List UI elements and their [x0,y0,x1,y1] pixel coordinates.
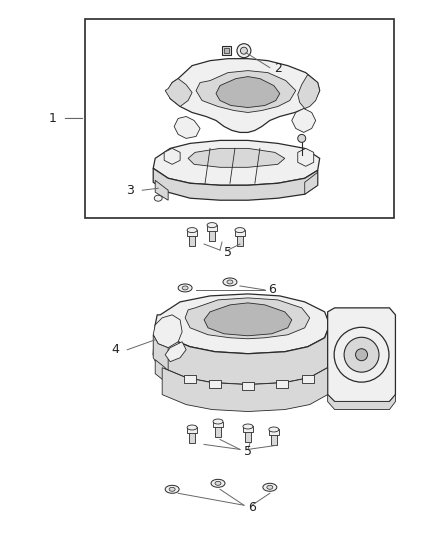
Polygon shape [189,432,195,443]
Polygon shape [305,172,318,194]
Polygon shape [328,308,396,401]
Ellipse shape [223,278,237,286]
Polygon shape [276,379,288,387]
Ellipse shape [298,134,306,142]
Polygon shape [165,342,186,362]
Polygon shape [215,425,221,438]
Text: 6: 6 [248,500,256,514]
Polygon shape [153,335,168,370]
Ellipse shape [356,349,367,361]
Polygon shape [213,422,223,427]
Ellipse shape [269,427,279,432]
Polygon shape [153,315,182,348]
Text: 2: 2 [274,62,282,75]
Ellipse shape [187,228,197,232]
Ellipse shape [207,223,217,228]
Ellipse shape [235,228,245,232]
Polygon shape [302,375,314,383]
Polygon shape [242,382,254,390]
Ellipse shape [237,44,251,58]
Text: 6: 6 [268,284,276,296]
Polygon shape [269,430,279,435]
Ellipse shape [334,327,389,382]
Polygon shape [216,77,280,108]
Polygon shape [165,78,192,107]
Polygon shape [196,71,296,112]
Polygon shape [271,433,277,446]
Polygon shape [153,325,332,385]
Polygon shape [187,427,197,433]
Ellipse shape [240,47,247,54]
Text: 4: 4 [111,343,119,356]
Polygon shape [207,225,217,231]
Polygon shape [298,148,314,166]
Ellipse shape [267,486,273,489]
Ellipse shape [227,280,233,284]
Polygon shape [188,148,285,167]
Text: 5: 5 [224,246,232,259]
Ellipse shape [165,486,179,493]
Ellipse shape [182,286,188,290]
Polygon shape [292,109,316,132]
Polygon shape [189,234,195,246]
Ellipse shape [187,425,197,430]
Ellipse shape [213,419,223,424]
Polygon shape [174,117,200,139]
Polygon shape [245,431,251,442]
Polygon shape [155,294,330,354]
Text: 3: 3 [126,184,134,197]
Ellipse shape [169,487,175,491]
Polygon shape [155,180,168,200]
Text: 5: 5 [244,445,252,458]
Polygon shape [235,230,245,236]
Polygon shape [185,298,310,339]
Text: 1: 1 [49,112,57,125]
Ellipse shape [178,284,192,292]
Polygon shape [209,229,215,241]
Polygon shape [162,368,328,411]
Polygon shape [204,303,292,336]
Bar [222,46,231,55]
Polygon shape [168,59,320,132]
Polygon shape [237,234,243,246]
Polygon shape [153,168,318,200]
Ellipse shape [154,195,162,201]
Polygon shape [164,148,180,164]
Polygon shape [184,375,196,383]
Ellipse shape [243,424,253,429]
Ellipse shape [215,481,221,486]
Polygon shape [209,379,221,387]
Ellipse shape [344,337,379,372]
Bar [224,47,229,53]
Polygon shape [243,426,253,432]
Ellipse shape [263,483,277,491]
Polygon shape [155,360,165,382]
Polygon shape [328,394,396,409]
Polygon shape [153,140,320,185]
Ellipse shape [211,479,225,487]
Polygon shape [298,75,320,109]
Polygon shape [187,230,197,236]
Bar [85,19,395,218]
